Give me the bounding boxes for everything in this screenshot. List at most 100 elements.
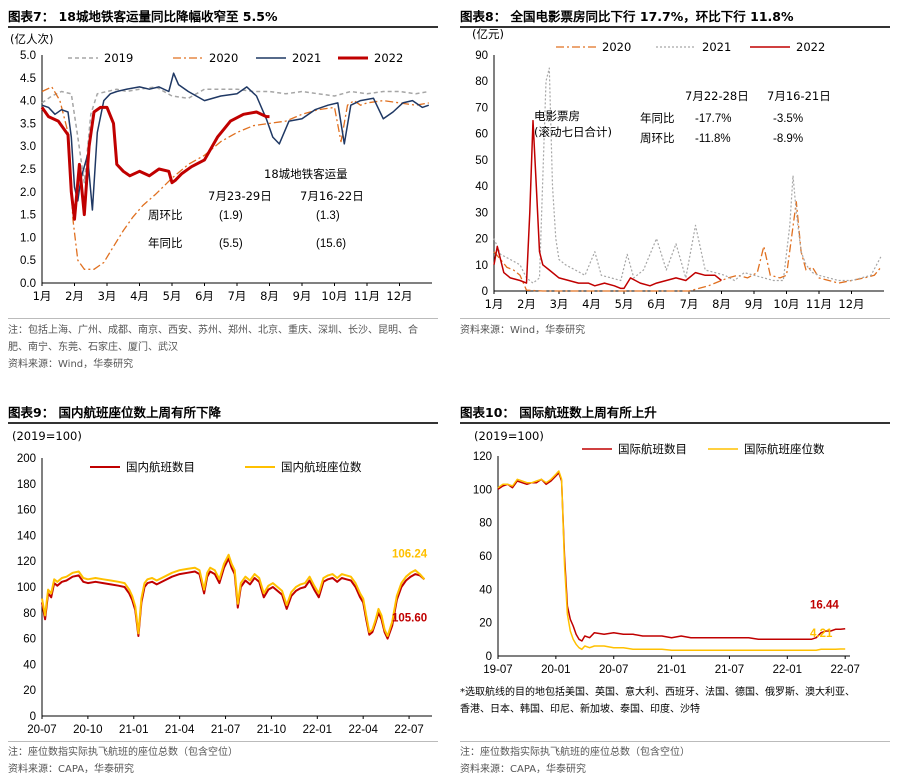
- x-tick-label: 8月: [260, 289, 279, 303]
- x-tick-label: 2月: [517, 297, 536, 311]
- y-tick-label: 2.5: [20, 164, 36, 176]
- y-tick-label: 20: [23, 685, 36, 697]
- chart-panel-box-office: 图表8： 全国电影票房同比下行 17.7%，环比下行 11.8% (亿元) 0 10…: [460, 0, 890, 380]
- x-tick-label: 10月: [773, 297, 799, 311]
- series-line-国际航班数目: [497, 471, 846, 642]
- y-tick-label: 70: [475, 102, 488, 114]
- legend-label: 国内航班座位数: [281, 460, 362, 474]
- y-tick-label: 40: [475, 181, 488, 193]
- x-tick-label: 4月: [582, 297, 601, 311]
- y-tick-label: 100: [17, 582, 36, 594]
- title-rule: [460, 422, 890, 424]
- chart-source: 资料来源：CAPA，华泰研究: [460, 764, 587, 775]
- y-tick-label: 30: [475, 207, 488, 219]
- annotation-row-label: 年同比: [640, 111, 675, 125]
- series-line-国内航班座位数: [41, 553, 426, 637]
- x-tick-label: 11月: [806, 297, 832, 311]
- chart-note: 注：座位数指实际执飞航班的座位总数（包含空位）: [8, 747, 238, 758]
- end-value-label: 106.24: [392, 548, 428, 560]
- y-tick-label: 40: [23, 659, 36, 671]
- x-tick-label: 6月: [647, 297, 666, 311]
- x-tick-label: 5月: [615, 297, 634, 311]
- annotation-title: 18城地铁客运量: [264, 167, 348, 181]
- x-tick-label: 20-10: [73, 724, 102, 736]
- y-tick-label: 50: [475, 155, 488, 167]
- y-tick-label: 4.5: [20, 73, 36, 85]
- y-tick-label: 3.5: [20, 118, 36, 130]
- chart-source: 资料来源：Wind，华泰研究: [460, 325, 586, 336]
- y-tick-label: 20: [475, 234, 488, 246]
- chart-note: 注：包括上海、广州、成都、南京、西安、苏州、郑州、北京、重庆、深圳、长沙、昆明、…: [8, 325, 418, 353]
- bottom-rule: [8, 741, 438, 742]
- annotation-row-label: 年同比: [148, 236, 183, 250]
- chart-panel-domestic-flights: 图表9： 国内航班座位数上周有所下降 (2019=100) 0 20 40 60 80 10…: [8, 396, 438, 781]
- annotation-row-label: 周环比: [640, 131, 675, 145]
- annotation-value: (1.3): [316, 210, 340, 222]
- y-axis-label: (2019=100): [12, 429, 82, 443]
- x-tick-label: 4月: [130, 289, 149, 303]
- x-tick-label: 7月: [228, 289, 247, 303]
- x-tick-label: 5月: [163, 289, 182, 303]
- annotation-period: 7月22-28日: [685, 89, 749, 103]
- x-tick-label: 22-07: [830, 664, 859, 676]
- chart-footnote: *选取航线的目的地包括美国、英国、意大利、西班牙、法国、德国、俄罗斯、澳大利亚、…: [460, 687, 855, 715]
- chart-title: 图表7： 18城地铁客运量同比降幅收窄至 5.5%: [8, 9, 278, 24]
- y-tick-label: 0: [30, 711, 36, 723]
- y-tick-label: 160: [17, 505, 36, 517]
- legend-label: 2022: [374, 51, 403, 65]
- y-tick-label: 80: [479, 518, 492, 530]
- x-tick-label: 20-07: [27, 724, 56, 736]
- x-tick-label: 3月: [98, 289, 117, 303]
- chart-source: 资料来源：CAPA，华泰研究: [8, 764, 135, 775]
- chart-box-office: (亿元) 0 10 20 30 40 50 60 70 80 90 1月 2月 3月 4月 5月 6月 7月 8月 9…: [472, 27, 884, 311]
- x-tick-label: 21-07: [715, 664, 744, 676]
- x-tick-label: 22-01: [773, 664, 802, 676]
- x-tick-label: 1月: [33, 289, 52, 303]
- chart-title: 图表9： 国内航班座位数上周有所下降: [8, 405, 222, 420]
- annotation-value: (5.5): [219, 238, 243, 250]
- y-tick-label: 10: [475, 260, 488, 272]
- y-axis-label: (亿人次): [10, 32, 53, 46]
- x-tick-label: 21-01: [119, 724, 148, 736]
- chart-title: 图表8： 全国电影票房同比下行 17.7%，环比下行 11.8%: [460, 9, 794, 24]
- y-tick-label: 60: [475, 129, 488, 141]
- annotation-value: -11.8%: [695, 133, 731, 145]
- series-line-2019: [41, 86, 429, 184]
- x-tick-label: 21-01: [657, 664, 686, 676]
- legend-label: 2021: [292, 51, 321, 65]
- annotation-value: -3.5%: [773, 113, 803, 125]
- series-line-2020: [493, 201, 882, 292]
- y-tick-label: 120: [473, 451, 492, 463]
- x-tick-label: 19-07: [483, 664, 512, 676]
- legend-label: 2021: [702, 40, 731, 54]
- title-rule: [8, 422, 438, 424]
- legend-label: 2020: [209, 51, 238, 65]
- series-line-2022: [493, 119, 722, 290]
- bottom-rule: [460, 318, 890, 319]
- x-tick-label: 20-01: [541, 664, 570, 676]
- legend-label: 2022: [796, 40, 825, 54]
- annotation-value: (1.9): [219, 210, 243, 222]
- annotation-value: (15.6): [316, 238, 346, 250]
- end-value-label: 105.60: [392, 612, 427, 624]
- x-tick-label: 21-04: [165, 724, 195, 736]
- y-tick-label: 2.0: [20, 187, 36, 199]
- bottom-rule: [8, 318, 438, 319]
- y-tick-label: 20: [479, 618, 492, 630]
- annotation-title: 电影票房: [534, 109, 580, 123]
- chart-source: 资料来源：Wind，华泰研究: [8, 359, 134, 370]
- y-tick-label: 90: [475, 50, 488, 62]
- y-tick-label: 0: [482, 286, 488, 298]
- annotation-value: -8.9%: [773, 133, 803, 145]
- legend-label: 国际航班数目: [618, 442, 687, 456]
- annotation-value: -17.7%: [695, 113, 731, 125]
- annotation-period: 7月23-29日: [208, 189, 272, 203]
- x-tick-label: 20-07: [599, 664, 628, 676]
- x-tick-label: 21-10: [257, 724, 286, 736]
- x-tick-label: 9月: [293, 289, 312, 303]
- y-tick-label: 180: [17, 479, 36, 491]
- y-axis-label: (亿元): [472, 27, 504, 41]
- series-line-2021: [41, 72, 430, 211]
- annotation-period: 7月16-22日: [300, 189, 364, 203]
- x-tick-label: 11月: [354, 289, 380, 303]
